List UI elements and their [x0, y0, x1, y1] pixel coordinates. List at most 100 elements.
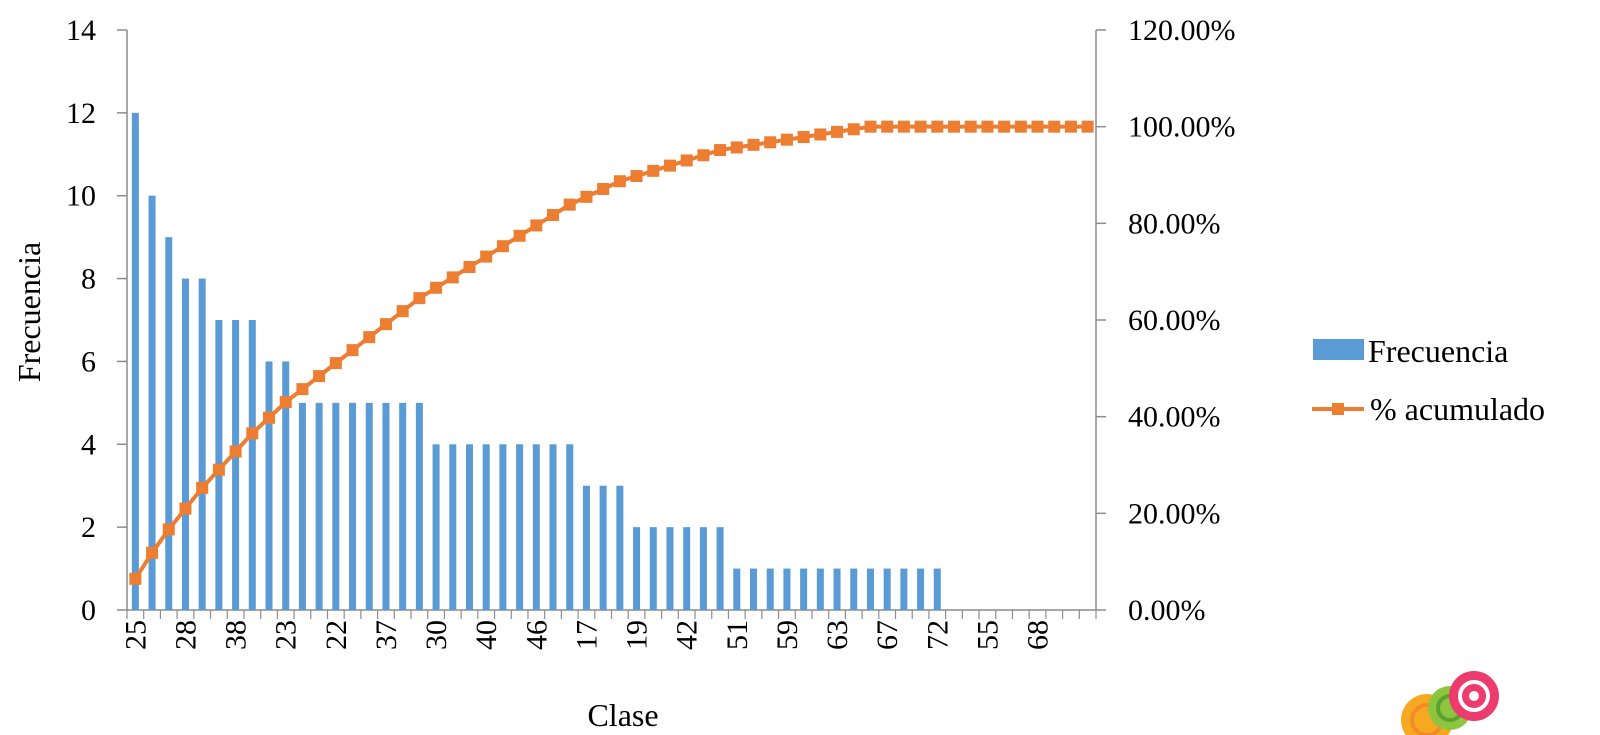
line-marker — [329, 357, 342, 370]
bar — [616, 485, 624, 610]
bar — [165, 237, 173, 610]
line-marker — [413, 292, 426, 305]
legend-label-acumulado: % acumulado — [1370, 391, 1545, 427]
bar — [766, 568, 774, 610]
line-marker — [563, 198, 576, 211]
line-marker — [947, 120, 960, 133]
bar — [699, 527, 707, 610]
line-marker — [580, 190, 593, 203]
x-tick-label: 46 — [520, 620, 553, 650]
bar — [683, 527, 691, 610]
bar — [850, 568, 858, 610]
bar — [516, 444, 524, 610]
x-tick-label: 63 — [821, 620, 854, 650]
bar — [382, 402, 390, 610]
bar — [816, 568, 824, 610]
line-marker — [998, 120, 1011, 133]
line-marker — [931, 120, 944, 133]
line-marker — [914, 120, 927, 133]
line-marker — [1048, 120, 1061, 133]
line-marker — [162, 523, 175, 536]
x-tick-label: 30 — [420, 620, 453, 650]
bar — [900, 568, 908, 610]
line-marker — [680, 154, 693, 167]
bar — [465, 444, 473, 610]
bar — [415, 402, 423, 610]
bar — [532, 444, 540, 610]
x-tick-label: 72 — [921, 620, 954, 650]
legend-swatch-frecuencia — [1313, 339, 1364, 360]
bar — [866, 568, 874, 610]
line-marker — [530, 219, 543, 232]
y-tick-label-right: 0.00% — [1128, 594, 1206, 627]
x-tick-label: 22 — [320, 620, 353, 650]
bar — [432, 444, 440, 610]
y-tick-label-left: 0 — [81, 594, 96, 627]
line-marker — [797, 131, 810, 144]
bar — [399, 402, 407, 610]
line-marker — [346, 344, 359, 357]
line-marker — [831, 125, 844, 138]
y-tick-label-left: 2 — [81, 511, 96, 544]
bar — [599, 485, 607, 610]
line-marker — [630, 170, 643, 183]
line-marker — [747, 138, 760, 151]
line-marker — [981, 120, 994, 133]
y-tick-label-right: 60.00% — [1128, 304, 1221, 337]
axes — [117, 29, 1106, 619]
x-tick-label: 40 — [470, 620, 503, 650]
line-marker — [296, 383, 309, 396]
bar — [716, 527, 724, 610]
y-tick-label-left: 12 — [66, 97, 96, 130]
line-marker — [246, 427, 259, 440]
bar — [365, 402, 373, 610]
bar — [332, 402, 340, 610]
x-tick-label: 59 — [771, 620, 804, 650]
bar — [265, 361, 273, 610]
y-tick-label-left: 6 — [81, 345, 96, 378]
bar — [833, 568, 841, 610]
line-marker — [714, 144, 727, 157]
bar — [750, 568, 758, 610]
line-marker — [363, 331, 376, 344]
bar — [933, 568, 941, 610]
bar — [282, 361, 290, 610]
bar — [633, 527, 641, 610]
legend-marker-acumulado — [1332, 403, 1344, 415]
line-marker — [647, 164, 660, 177]
bar — [649, 527, 657, 610]
bar-series — [131, 112, 941, 610]
bar — [298, 402, 306, 610]
line-marker — [496, 240, 509, 253]
x-tick-label: 68 — [1022, 620, 1055, 650]
bar — [566, 444, 574, 610]
bar — [248, 320, 256, 610]
y-tick-label-right: 100.00% — [1128, 111, 1236, 144]
bar — [449, 444, 457, 610]
line-marker — [513, 229, 526, 242]
y-tick-label-left: 14 — [66, 14, 96, 47]
tick-labels: 024681012140.00%20.00%40.00%60.00%80.00%… — [66, 14, 1236, 650]
line-marker — [146, 546, 159, 559]
line-marker — [897, 120, 910, 133]
line-marker — [179, 502, 192, 515]
bar — [148, 195, 156, 610]
x-tick-label: 17 — [570, 620, 603, 650]
line-marker — [480, 250, 493, 263]
bar — [198, 278, 206, 610]
line-marker — [396, 305, 409, 318]
y-tick-label-right: 20.00% — [1128, 497, 1221, 530]
x-tick-label: 55 — [971, 620, 1004, 650]
bar — [883, 568, 891, 610]
line-marker — [279, 396, 292, 409]
line-marker — [1031, 120, 1044, 133]
cumulative-line — [133, 124, 1088, 580]
bar — [582, 485, 590, 610]
bar — [917, 568, 925, 610]
bar — [800, 568, 808, 610]
bar — [232, 320, 240, 610]
line-marker — [379, 318, 392, 331]
line-marker — [613, 175, 626, 188]
line-marker — [196, 481, 209, 494]
line-marker — [430, 281, 443, 294]
